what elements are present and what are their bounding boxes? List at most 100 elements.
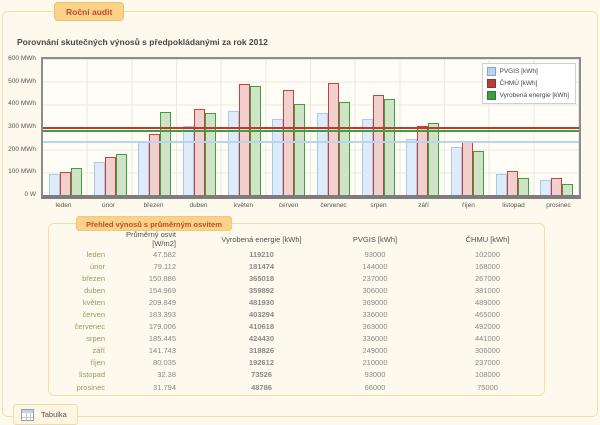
cell-month[interactable]: září xyxy=(92,346,105,356)
bar xyxy=(540,180,552,195)
cell-month[interactable]: listopad xyxy=(79,370,105,380)
cell-vyrobena: 410618 xyxy=(248,322,275,332)
cell-osvit: 31.794 xyxy=(153,382,176,392)
cell-month[interactable]: leden xyxy=(86,249,105,259)
legend-item: Vyrobená energie [kWh] xyxy=(486,91,569,100)
cell-vyrobena: 73526 xyxy=(251,370,272,380)
cell-month[interactable]: březen xyxy=(82,273,105,283)
bar xyxy=(160,112,172,195)
legend-label: PVGIS [kWh] xyxy=(499,68,538,75)
table-row: červenec 179.006 410618 363000 492000 xyxy=(49,321,544,333)
yields-table: Průměrný osvit [W/m2] Vyrobená energie [… xyxy=(49,230,544,393)
x-tick-label: listopad xyxy=(502,202,525,209)
table-icon xyxy=(21,409,34,421)
x-tick-label: prosinec xyxy=(546,202,571,209)
bar xyxy=(461,141,473,195)
cell-osvit: 185.445 xyxy=(148,334,176,344)
tab-rocni-audit[interactable]: Roční audit xyxy=(54,2,125,21)
bar-group-prosinec xyxy=(534,59,579,195)
cell-osvit: 141.743 xyxy=(148,346,176,356)
bar xyxy=(294,103,306,195)
table-header-row: Průměrný osvit [W/m2] Vyrobená energie [… xyxy=(49,230,544,248)
y-tick-label: 300 MWh xyxy=(8,123,36,130)
cell-osvit: 80.035 xyxy=(153,358,176,368)
table-row: prosinec 31.794 48786 66000 75000 xyxy=(49,381,544,393)
cell-vyrobena: 318826 xyxy=(248,346,275,356)
tabulka-button[interactable]: Tabulka xyxy=(13,404,78,425)
average-line xyxy=(43,130,579,133)
x-tick-label: únor xyxy=(101,202,115,209)
bar-group-duben xyxy=(177,59,222,195)
x-axis: leden únor březen duben květen červen červenec… xyxy=(41,202,581,209)
bar xyxy=(495,173,507,195)
cell-month[interactable]: květen xyxy=(82,297,105,307)
table-row: květen 209.849 481930 369000 489000 xyxy=(49,296,544,308)
cell-pvgis: 336000 xyxy=(362,334,388,344)
cell-pvgis: 210000 xyxy=(362,358,388,368)
cell-month[interactable]: červen xyxy=(82,310,105,320)
x-tick-label: říjen xyxy=(462,202,475,209)
bar-group-září xyxy=(400,59,445,195)
bar xyxy=(327,83,339,195)
y-tick-label: 500 MWh xyxy=(8,77,36,85)
bar xyxy=(562,183,574,195)
legend-swatch xyxy=(486,67,496,76)
table-row: leden 47.582 119210 93000 102000 xyxy=(49,248,544,260)
cell-chmu: 267000 xyxy=(474,273,501,283)
tabulka-button-label: Tabulka xyxy=(41,410,67,419)
table-section-badge: Přehled výnosů s průměrným osvitem xyxy=(76,216,232,231)
chart-legend: PVGIS [kWh] ČHMÚ [kWh] Vyrobená energie [k… xyxy=(481,63,576,104)
bar-group-srpen xyxy=(356,59,401,195)
header-chmu: ČHMU [kWh] xyxy=(465,234,510,244)
cell-chmu: 489000 xyxy=(474,297,501,307)
average-line xyxy=(43,127,579,130)
cell-month[interactable]: únor xyxy=(89,261,105,271)
header-pvgis: PVGIS [kWh] xyxy=(352,234,398,244)
y-tick-label: 100 MWh xyxy=(8,168,36,176)
cell-month[interactable]: srpen xyxy=(86,334,105,344)
header-vyrobena: Vyrobená energie [kWh] xyxy=(221,234,302,244)
cell-chmu: 492000 xyxy=(474,322,501,332)
cell-month[interactable]: duben xyxy=(84,285,105,295)
bar xyxy=(316,112,328,195)
cell-vyrobena: 365018 xyxy=(248,273,275,283)
bar-chart: PVGIS [kWh] ČHMÚ [kWh] Vyrobená energie [k… xyxy=(41,57,581,199)
cell-vyrobena: 403294 xyxy=(248,310,275,320)
cell-pvgis: 93000 xyxy=(364,370,386,380)
cell-month[interactable]: červenec xyxy=(74,322,105,332)
bar xyxy=(227,111,239,195)
cell-month[interactable]: říjen xyxy=(90,358,105,368)
x-tick-label: březen xyxy=(143,202,164,209)
bar-group-únor xyxy=(88,59,133,195)
header-osvit: Průměrný osvit [W/m2] xyxy=(125,230,176,248)
audit-panel: Porovnání skutečných výnosů s předpoklád… xyxy=(2,11,598,425)
bar xyxy=(517,178,529,195)
cell-chmu: 441000 xyxy=(474,334,501,344)
bar xyxy=(383,98,395,195)
bar xyxy=(249,85,261,195)
bar xyxy=(115,153,127,195)
cell-vyrobena: 424430 xyxy=(248,334,275,344)
bar xyxy=(48,173,60,195)
table-row: listopad 32.38 73526 93000 108000 xyxy=(49,369,544,381)
legend-label: ČHMÚ [kWh] xyxy=(499,80,538,87)
bar xyxy=(104,156,116,195)
x-tick-label: září xyxy=(418,202,429,209)
cell-pvgis: 336000 xyxy=(362,310,388,320)
cell-pvgis: 93000 xyxy=(364,249,386,259)
y-tick-label: 600 MWh xyxy=(8,55,36,62)
bar xyxy=(238,84,250,195)
cell-vyrobena: 192612 xyxy=(248,358,275,368)
legend-item: ČHMÚ [kWh] xyxy=(486,79,570,88)
bar xyxy=(93,162,105,195)
cell-chmu: 381000 xyxy=(474,285,501,295)
bar xyxy=(428,122,440,195)
cell-osvit: 209.849 xyxy=(148,297,176,307)
bar xyxy=(59,171,71,195)
cell-month[interactable]: prosinec xyxy=(76,382,105,392)
cell-pvgis: 363000 xyxy=(362,322,388,332)
legend-item: PVGIS [kWh] xyxy=(486,67,570,76)
table-row: říjen 80.035 192612 210000 237000 xyxy=(49,357,544,369)
cell-vyrobena: 359892 xyxy=(248,285,275,295)
